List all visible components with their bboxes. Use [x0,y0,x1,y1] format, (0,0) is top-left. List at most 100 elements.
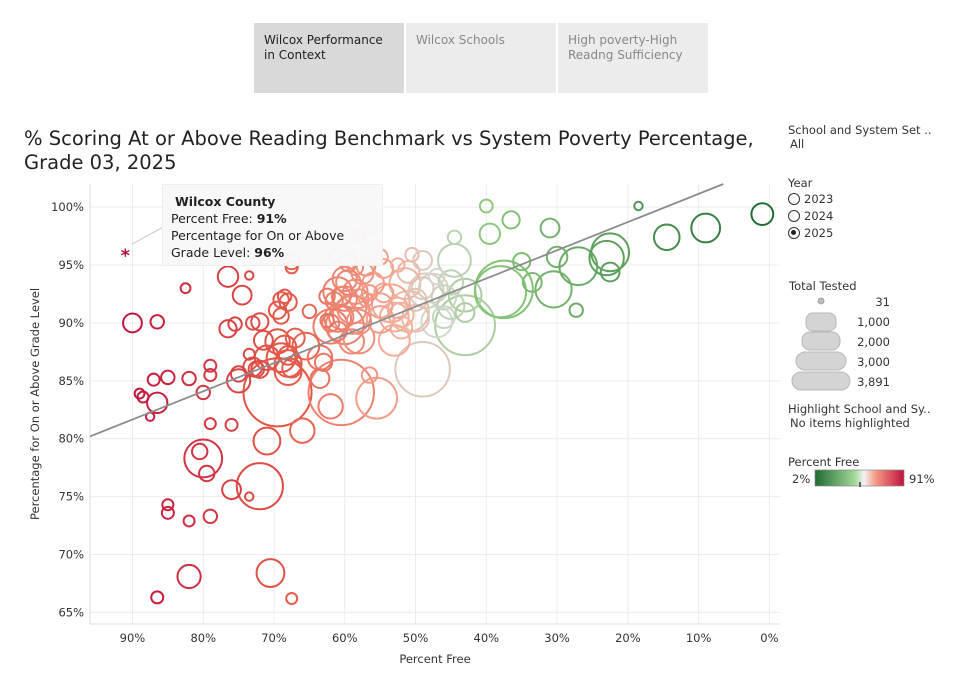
data-point [265,342,297,374]
x-tick-label: 20% [615,631,641,645]
color-legend-bar [814,469,905,487]
data-point [244,491,255,502]
data-point [501,210,521,230]
tab-high-poverty[interactable]: High poverty-High Readng Sufficiency [558,23,708,93]
data-point [195,384,211,401]
data-point [338,328,366,355]
data-point [160,505,175,520]
data-point [360,366,379,384]
data-point [358,292,374,308]
x-tick-label: 10% [686,631,712,645]
data-point [160,369,176,386]
data-point [216,265,240,288]
data-point [386,296,410,320]
data-point [355,376,399,420]
data-point [652,223,681,252]
y-tick-label: 80% [58,432,84,446]
data-point [521,272,543,293]
tooltip-line3-label: Grade Level: [171,245,255,260]
y-tick-label: 90% [58,316,84,330]
data-point [284,327,306,349]
data-point [277,344,299,366]
school-set-label: School and System Set .. [788,123,932,137]
highlight-filter[interactable]: Highlight School and Sy.. No items highl… [788,402,930,430]
x-axis-label: Percent Free [399,652,470,666]
data-point [599,261,621,283]
y-tick-label: 75% [58,490,84,504]
data-point [394,340,451,398]
data-point [431,305,456,330]
data-point [226,368,252,394]
y-tick-label: 65% [58,605,84,619]
data-point [313,352,334,372]
school-set-value: All [790,137,805,151]
data-point [454,302,476,323]
data-point [272,307,290,325]
school-set-filter[interactable]: School and System Set .. All [788,123,932,151]
x-tick-label: 30% [544,631,570,645]
tab-wilcox-schools[interactable]: Wilcox Schools [406,23,556,93]
data-point [307,358,375,427]
data-point [285,592,299,606]
data-point [179,282,192,295]
year-radio-2024[interactable]: 2024 [788,207,833,224]
y-tick-label: 100% [51,200,84,214]
tab-wilcox-performance[interactable]: Wilcox Performance in Context [254,23,404,93]
x-tick-label: 50% [403,631,429,645]
data-point [227,316,243,332]
data-point [276,288,293,305]
tooltip-line2-label: Percentage for On or Above [171,228,345,243]
data-point [473,265,528,319]
data-point [331,265,358,293]
data-point [750,202,775,227]
data-point [252,426,282,456]
data-point [182,514,196,528]
highlight-value: No items highlighted [790,416,910,430]
x-tick-label: 80% [190,631,216,645]
data-point [235,462,284,511]
data-point [345,308,373,335]
data-point [373,282,395,304]
size-legend-title: Total Tested [789,279,857,293]
data-point [149,314,165,330]
highlight-label: Highlight School and Sy.. [788,402,931,416]
data-point [202,508,219,525]
data-point [534,270,573,309]
x-tick-label: 60% [332,631,358,645]
size-legend-1000: 1,000 [857,315,890,329]
tooltip-line3-value: 96% [254,245,285,260]
tooltip-line1-value: 91% [256,211,287,226]
radio-selected-icon [788,226,800,239]
data-point [255,558,286,588]
data-point [250,312,270,332]
tooltip-leader-line [131,224,168,245]
data-point [133,387,146,400]
data-point [146,372,161,387]
data-point [224,417,239,432]
data-point [281,357,303,379]
tooltip-line1-label: Percent Free: [171,211,257,226]
x-tick-label: 70% [261,631,287,645]
data-point [309,368,331,389]
tooltip-name: Wilcox County [175,194,276,209]
year-radio-2025[interactable]: 2025 [788,224,833,241]
data-point [183,438,224,479]
data-point [122,312,143,334]
x-tick-label: 0% [760,631,778,645]
chart-title: % Scoring At or Above Reading Benchmark … [24,127,754,174]
year-radio-2023[interactable]: 2023 [788,190,833,207]
data-point [244,270,255,281]
data-point [317,393,344,420]
color-legend-max: 91% [909,472,935,486]
data-point [377,323,411,357]
data-point [568,302,584,318]
data-point [218,319,238,339]
data-point [437,269,465,296]
size-legend-31: 31 [875,295,890,309]
year-filter: Year 2023 2024 2025 [788,176,833,241]
data-point [161,498,175,512]
size-legend-2000: 2,000 [857,335,890,349]
data-point [390,257,406,273]
data-point [690,212,722,244]
